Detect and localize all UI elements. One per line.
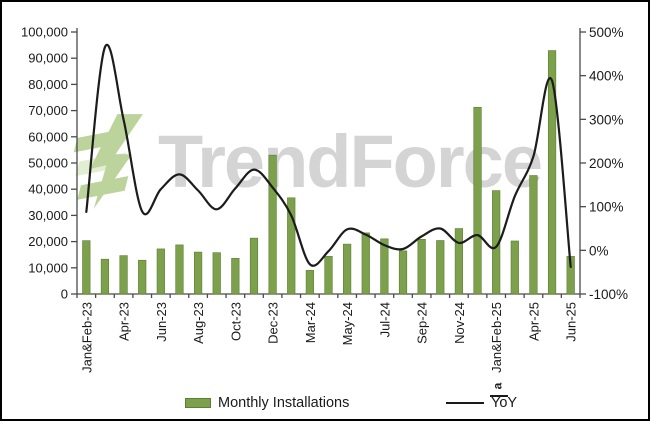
monthly-installations-bars [82, 50, 575, 295]
legend: Monthly Installations YoY [2, 392, 648, 416]
right-axis-tick-label: 300% [589, 112, 624, 127]
left-axis-tick-label: 50,000 [28, 156, 68, 171]
x-axis-tick-label: Aug-23 [191, 302, 206, 344]
bar [510, 240, 519, 295]
right-axis-tick-label: 100% [589, 200, 624, 215]
bar [119, 255, 128, 295]
x-axis-tick-label: Mar-24 [303, 302, 318, 343]
bar [100, 258, 110, 295]
legend-item-yoy: YoY [446, 392, 517, 414]
right-axis-tick-label: 500% [589, 25, 624, 40]
x-axis-tick-label: Jun-23 [154, 302, 169, 342]
right-axis-tick-label: -100% [589, 287, 628, 302]
bar [82, 240, 91, 295]
bar [343, 243, 352, 295]
bar [324, 256, 333, 295]
bar [231, 258, 240, 295]
left-axis-tick-label: 70,000 [28, 103, 68, 118]
bar [138, 259, 147, 295]
left-axis-tick-label: 90,000 [28, 51, 68, 66]
bar [212, 252, 221, 295]
x-axis-tick-label: Nov-24 [452, 302, 467, 344]
bar [305, 270, 314, 295]
right-axis-tick-label: 400% [589, 69, 624, 84]
x-axis-tick-label: Jan&Feb-23 [79, 302, 94, 373]
bar [249, 237, 259, 295]
x-axis-tick-label: Dec-23 [266, 302, 281, 344]
bar [436, 240, 445, 295]
right-axis-tick-label: 200% [589, 156, 624, 171]
bar [361, 232, 370, 295]
bar [454, 228, 464, 295]
bar [193, 251, 203, 295]
left-axis-tick-label: 60,000 [28, 129, 68, 144]
x-axis-tick-label: Sep-24 [415, 302, 430, 344]
x-axis-tick-label: Apr-25 [526, 302, 541, 341]
bar [529, 175, 538, 295]
legend-line-label: YoY [491, 395, 518, 411]
line-swatch-icon [446, 402, 484, 404]
bar [473, 106, 482, 295]
legend-item-monthly-installations: Monthly Installations [185, 392, 349, 414]
bar [398, 250, 408, 295]
stray-label-fragment: a [490, 382, 505, 390]
x-axis-tick-label: Jan&Feb-25 [489, 302, 504, 373]
left-axis-tick-label: 100,000 [21, 25, 68, 40]
left-axis-tick-label: 40,000 [28, 182, 68, 197]
stray-label-underline [490, 395, 508, 397]
right-axis-tick-label: 0% [589, 243, 609, 258]
legend-bar-label: Monthly Installations [218, 395, 350, 411]
x-axis-tick-label: Oct-23 [228, 302, 243, 341]
left-axis-tick-label: 30,000 [28, 208, 68, 223]
x-axis-tick-label: May-24 [340, 302, 355, 345]
bar [417, 238, 426, 295]
yoy-line [85, 43, 572, 268]
bar [156, 248, 165, 295]
bar [268, 154, 277, 295]
left-axis-tick-label: 10,000 [28, 260, 68, 275]
x-axis-tick-label: Apr-23 [117, 302, 132, 341]
bar [287, 197, 296, 295]
x-axis-tick-label: Jun-25 [564, 302, 579, 342]
yoy-line-path [85, 43, 572, 268]
bar [175, 244, 184, 295]
x-axis-tick-label: Jul-24 [377, 302, 392, 337]
bar [547, 50, 557, 295]
bar [380, 238, 389, 295]
left-axis-tick-label: 20,000 [28, 234, 68, 249]
left-axis-tick-label: 0 [61, 287, 68, 302]
axis-labels: 100,000 90,000 80,000 70,000 60,000 50,000 40,… [21, 25, 628, 373]
bar-swatch-icon [185, 398, 211, 408]
left-axis-tick-label: 80,000 [28, 77, 68, 92]
